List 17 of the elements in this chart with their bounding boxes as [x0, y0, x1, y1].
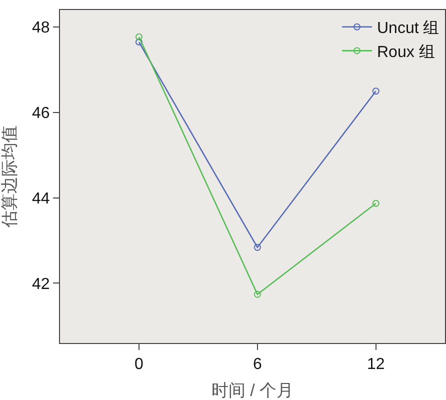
legend-label: Roux 组 — [377, 44, 435, 61]
point — [135, 33, 142, 40]
x-tick-label: 0 — [134, 356, 144, 374]
legend-label: Uncut 组 — [377, 20, 440, 38]
x-tick-label: 12 — [367, 356, 385, 374]
point — [372, 88, 380, 95]
y-tick-label: 44 — [32, 190, 50, 208]
y-tick-label: 46 — [32, 105, 50, 122]
point — [254, 244, 261, 251]
y-tick-label: 42 — [32, 276, 50, 293]
y-tick-label: 48 — [32, 20, 50, 37]
x-tick-label: 6 — [252, 356, 262, 374]
point — [135, 38, 142, 46]
point — [254, 290, 261, 298]
point — [372, 200, 380, 207]
y-axis-title: 估算边际均值 — [0, 126, 19, 228]
x-axis-title: 时间 / 个月 — [211, 381, 294, 400]
